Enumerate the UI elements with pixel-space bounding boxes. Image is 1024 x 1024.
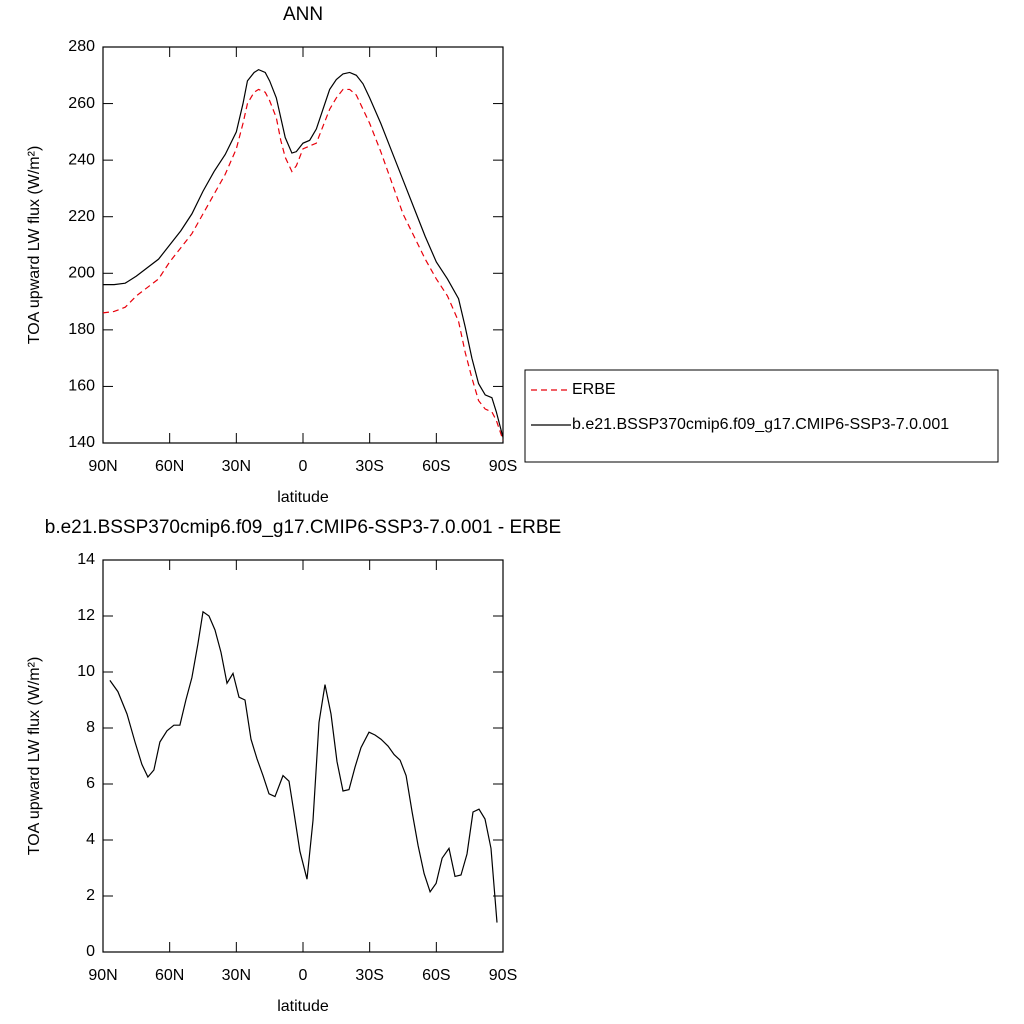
x-tick-label: 30S — [355, 458, 383, 475]
y-tick-label: 10 — [77, 663, 95, 680]
legend-label: b.e21.BSSP370cmip6.f09_g17.CMIP6-SSP3-7.… — [572, 416, 949, 433]
y-axis-label: TOA upward LW flux (W/m²) — [26, 146, 43, 345]
x-tick-label: 60S — [422, 458, 450, 475]
y-tick-label: 180 — [68, 321, 95, 338]
y-tick-label: 200 — [68, 265, 95, 282]
x-tick-label: 90S — [489, 967, 517, 984]
plot-frame — [102, 46, 504, 444]
legend-label: ERBE — [572, 381, 616, 398]
x-tick-label: 60N — [155, 458, 184, 475]
x-tick-label: 0 — [299, 967, 308, 984]
y-tick-label: 140 — [68, 434, 95, 451]
x-tick-label: 90N — [88, 967, 117, 984]
x-tick-label: 0 — [299, 458, 308, 475]
y-tick-label: 160 — [68, 378, 95, 395]
y-tick-label: 2 — [86, 887, 95, 904]
y-axis-label: TOA upward LW flux (W/m²) — [26, 657, 43, 856]
legend-box — [524, 369, 999, 463]
x-tick-label: 90S — [489, 458, 517, 475]
data-line — [102, 88, 504, 441]
y-tick-label: 0 — [86, 943, 95, 960]
x-axis-label: latitude — [277, 998, 329, 1015]
y-tick-label: 8 — [86, 719, 95, 736]
chart-title: b.e21.BSSP370cmip6.f09_g17.CMIP6-SSP3-7.… — [45, 517, 561, 538]
y-tick-label: 220 — [68, 208, 95, 225]
plot-frame — [102, 559, 504, 953]
y-tick-label: 14 — [77, 551, 95, 568]
x-tick-label: 60S — [422, 967, 450, 984]
chart-title: ANN — [283, 4, 323, 25]
y-tick-label: 240 — [68, 151, 95, 168]
data-line — [103, 68, 504, 438]
y-tick-label: 260 — [68, 95, 95, 112]
y-tick-label: 6 — [86, 775, 95, 792]
x-tick-label: 30N — [222, 967, 251, 984]
y-tick-label: 280 — [68, 38, 95, 55]
x-tick-label: 30S — [355, 967, 383, 984]
x-tick-label: 30N — [222, 458, 251, 475]
y-tick-label: 12 — [77, 607, 95, 624]
x-axis-label: latitude — [277, 489, 329, 506]
y-tick-label: 4 — [86, 831, 95, 848]
data-line — [109, 610, 498, 923]
x-tick-label: 60N — [155, 967, 184, 984]
x-tick-label: 90N — [88, 458, 117, 475]
